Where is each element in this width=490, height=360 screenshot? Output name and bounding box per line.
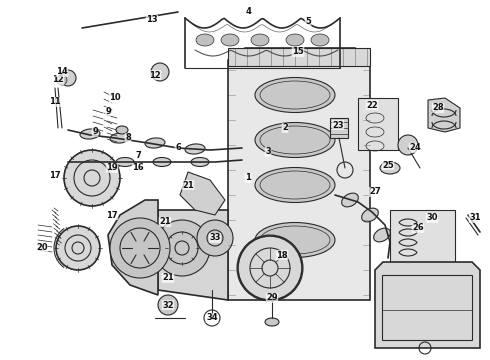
Circle shape [154,220,210,276]
Circle shape [64,150,120,206]
Ellipse shape [145,138,165,148]
Text: 25: 25 [382,161,394,170]
Text: 24: 24 [409,144,421,153]
Text: 6: 6 [175,144,181,153]
Text: 19: 19 [106,163,118,172]
Text: 17: 17 [106,211,118,220]
Polygon shape [330,118,348,138]
Text: 11: 11 [49,98,61,107]
Text: 33: 33 [209,234,221,243]
Polygon shape [375,262,480,348]
Ellipse shape [255,122,335,158]
Text: 8: 8 [125,134,131,143]
Text: 4: 4 [245,8,251,17]
Ellipse shape [265,318,279,326]
Ellipse shape [185,144,205,154]
Text: 18: 18 [276,251,288,260]
Text: 23: 23 [332,121,344,130]
Ellipse shape [153,158,171,166]
Ellipse shape [342,193,358,207]
Bar [358,98,398,150]
Bar [390,210,455,262]
Ellipse shape [191,158,209,166]
Ellipse shape [81,158,99,166]
Ellipse shape [374,228,391,242]
Ellipse shape [255,77,335,112]
Text: 10: 10 [109,94,121,103]
Text: 5: 5 [305,18,311,27]
Text: 13: 13 [146,15,158,24]
Circle shape [110,218,170,278]
Ellipse shape [80,129,100,139]
Text: 12: 12 [52,76,64,85]
Polygon shape [428,98,460,132]
Ellipse shape [196,34,214,46]
Circle shape [56,226,100,270]
Ellipse shape [116,126,128,134]
Text: 16: 16 [132,163,144,172]
Circle shape [151,63,169,81]
Polygon shape [158,210,228,300]
Text: 2: 2 [282,123,288,132]
Ellipse shape [110,133,130,143]
Ellipse shape [255,167,335,202]
Ellipse shape [362,208,378,222]
Text: 28: 28 [432,104,444,112]
Text: 32: 32 [162,301,174,310]
Text: 20: 20 [36,243,48,252]
Polygon shape [108,200,158,295]
Text: 21: 21 [182,180,194,189]
Polygon shape [228,48,370,300]
Text: 31: 31 [469,213,481,222]
Circle shape [238,236,302,300]
Text: 14: 14 [56,68,68,77]
Text: 9: 9 [105,108,111,117]
Bar [228,48,370,66]
Text: 3: 3 [265,148,271,157]
Text: 29: 29 [266,293,278,302]
Ellipse shape [221,34,239,46]
Text: 27: 27 [369,188,381,197]
Ellipse shape [116,158,134,166]
Circle shape [57,75,67,85]
Ellipse shape [380,162,400,174]
Text: 7: 7 [135,150,141,159]
Text: 1: 1 [245,174,251,183]
Text: 15: 15 [292,48,304,57]
Circle shape [158,295,178,315]
Text: 34: 34 [206,314,218,323]
Text: 17: 17 [49,171,61,180]
Circle shape [398,135,418,155]
Ellipse shape [286,34,304,46]
Text: 26: 26 [412,224,424,233]
Polygon shape [180,172,225,215]
Text: 21: 21 [159,217,171,226]
Text: 22: 22 [366,100,378,109]
Text: 12: 12 [149,71,161,80]
Ellipse shape [255,222,335,257]
Text: 30: 30 [426,213,438,222]
Ellipse shape [311,34,329,46]
Circle shape [197,220,233,256]
Circle shape [60,70,76,86]
Text: 9: 9 [92,127,98,136]
Text: 21: 21 [162,274,174,283]
Ellipse shape [251,34,269,46]
